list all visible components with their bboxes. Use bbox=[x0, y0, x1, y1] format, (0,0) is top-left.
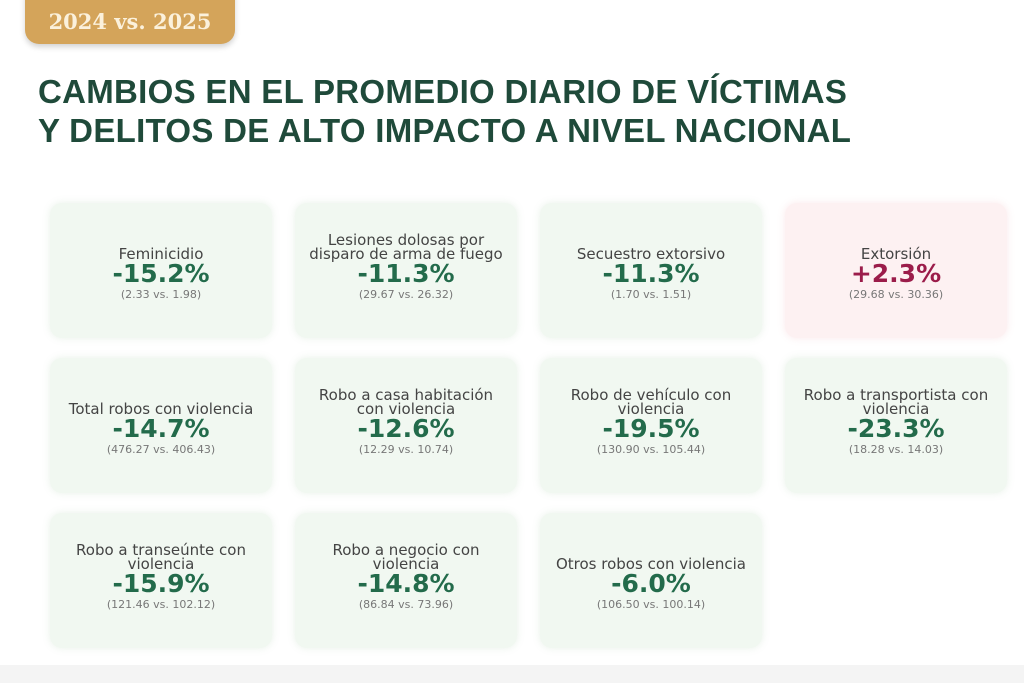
card-comparison: (2.33 vs. 1.98) bbox=[120, 288, 202, 301]
card-value: -23.3% bbox=[847, 414, 945, 443]
card-comparison: (130.90 vs. 105.44) bbox=[596, 443, 706, 456]
card-value: -6.0% bbox=[611, 569, 691, 598]
stat-card-secuestro: Secuestro extorsivo -11.3% (1.70 vs. 1.51) bbox=[540, 203, 762, 338]
stat-card-feminicidio: Feminicidio -15.2% (2.33 vs. 1.98) bbox=[50, 203, 272, 338]
card-comparison: (106.50 vs. 100.14) bbox=[596, 598, 706, 611]
card-comparison: (476.27 vs. 406.43) bbox=[106, 443, 216, 456]
card-value: -19.5% bbox=[602, 414, 700, 443]
card-label: Total robos con violencia bbox=[68, 400, 254, 418]
card-label: Lesiones dolosas por disparo de arma de … bbox=[309, 231, 503, 263]
card-comparison: (121.46 vs. 102.12) bbox=[106, 598, 216, 611]
card-comparison: (29.68 vs. 30.36) bbox=[848, 288, 944, 301]
card-label: Robo a negocio con violencia bbox=[332, 541, 480, 573]
card-value: -11.3% bbox=[357, 259, 455, 288]
card-comparison: (86.84 vs. 73.96) bbox=[358, 598, 454, 611]
footer-strip bbox=[0, 665, 1024, 683]
card-label: Secuestro extorsivo bbox=[576, 245, 726, 263]
card-value: -14.7% bbox=[112, 414, 210, 443]
card-label: Otros robos con violencia bbox=[555, 555, 746, 573]
page-title: CAMBIOS EN EL PROMEDIO DIARIO DE VÍCTIMA… bbox=[38, 72, 851, 150]
year-comparison-badge: 2024 vs. 2025 bbox=[25, 0, 235, 44]
stat-card-lesiones: Lesiones dolosas por disparo de arma de … bbox=[295, 203, 517, 338]
card-value: -12.6% bbox=[357, 414, 455, 443]
stats-grid: Feminicidio -15.2% (2.33 vs. 1.98) Lesione… bbox=[50, 203, 1007, 648]
stat-card-robo-transportista: Robo a transportista con violencia -23.3%… bbox=[785, 358, 1007, 493]
stat-card-otros-robos: Otros robos con violencia -6.0% (106.50 vs… bbox=[540, 513, 762, 648]
card-label: Robo a transeúnte con violencia bbox=[76, 541, 246, 573]
stat-card-extorsion: Extorsión +2.3% (29.68 vs. 30.36) bbox=[785, 203, 1007, 338]
card-label: Robo de vehículo con violencia bbox=[570, 386, 732, 418]
card-comparison: (18.28 vs. 14.03) bbox=[848, 443, 944, 456]
card-comparison: (1.70 vs. 1.51) bbox=[610, 288, 692, 301]
card-label: Robo a casa habitación con violencia bbox=[318, 386, 494, 418]
stat-card-robo-negocio: Robo a negocio con violencia -14.8% (86.84… bbox=[295, 513, 517, 648]
card-comparison: (29.67 vs. 26.32) bbox=[358, 288, 454, 301]
stat-card-robo-vehiculo: Robo de vehículo con violencia -19.5% (130… bbox=[540, 358, 762, 493]
card-value: -15.2% bbox=[112, 259, 210, 288]
card-value: -11.3% bbox=[602, 259, 700, 288]
card-value: -14.8% bbox=[357, 569, 455, 598]
card-value: -15.9% bbox=[112, 569, 210, 598]
title-line-1: CAMBIOS EN EL PROMEDIO DIARIO DE VÍCTIMA… bbox=[38, 73, 848, 110]
stat-card-total-robos: Total robos con violencia -14.7% (476.27 v… bbox=[50, 358, 272, 493]
card-label: Feminicidio bbox=[118, 245, 204, 263]
card-comparison: (12.29 vs. 10.74) bbox=[358, 443, 454, 456]
card-label: Robo a transportista con violencia bbox=[803, 386, 989, 418]
card-value: +2.3% bbox=[850, 259, 942, 288]
stat-card-robo-transeunte: Robo a transeúnte con violencia -15.9% (12… bbox=[50, 513, 272, 648]
stat-card-robo-casa: Robo a casa habitación con violencia -12.… bbox=[295, 358, 517, 493]
card-label: Extorsión bbox=[860, 245, 932, 263]
title-line-2: Y DELITOS DE ALTO IMPACTO A NIVEL NACION… bbox=[38, 112, 852, 149]
